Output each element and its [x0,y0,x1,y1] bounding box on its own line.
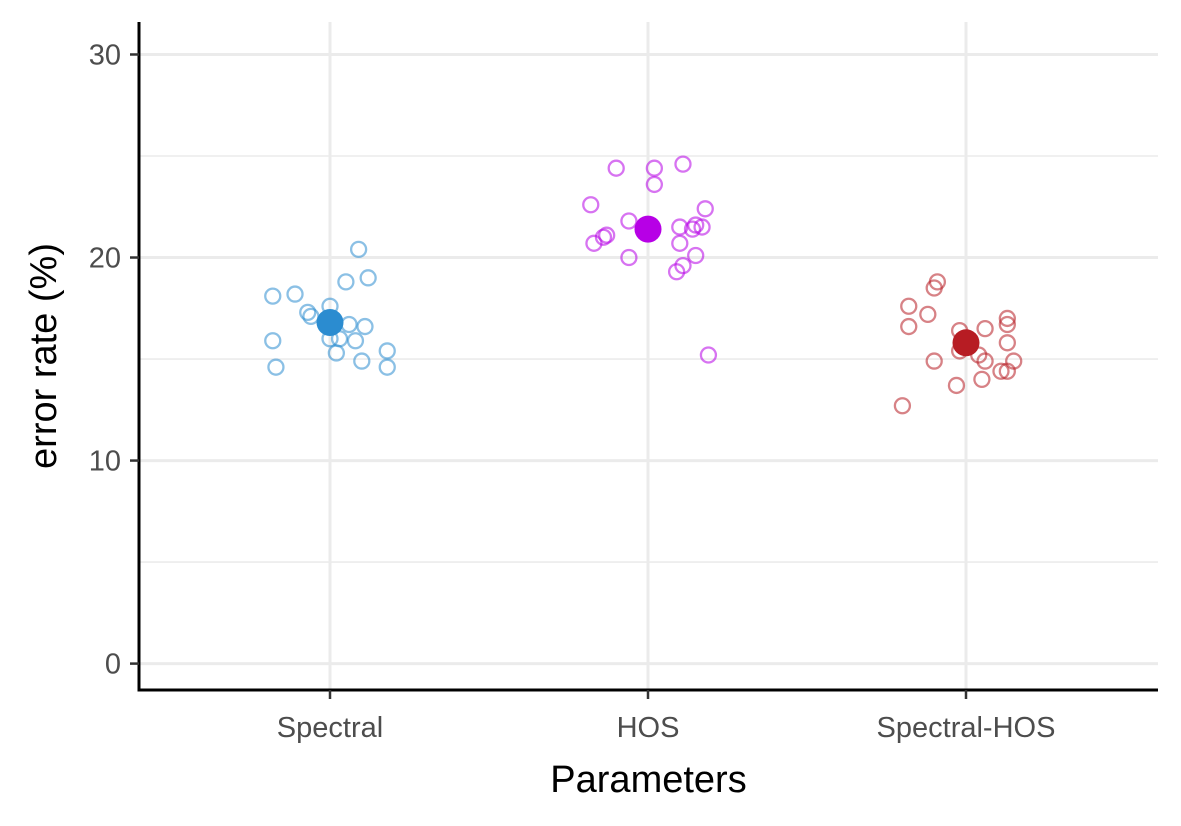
data-point [267,358,285,376]
y-tick-label: 30 [89,39,121,71]
x-ticks: Spectral HOS Spectral-HOS [277,690,1056,744]
grid [139,22,1158,690]
data-point [264,332,282,350]
data-point [696,200,714,218]
data-point [925,279,943,297]
data-point [919,305,937,324]
data-point [299,303,317,321]
data-point [353,352,371,370]
data-point [378,342,396,360]
data-point [998,362,1016,380]
data-point [645,175,664,194]
data-point [302,307,320,326]
data-point [356,317,374,336]
data-point [582,196,600,214]
data-point [620,212,638,230]
data-point [327,344,346,362]
data-point [900,297,918,315]
data-point [998,315,1016,334]
x-tick-label: Spectral [277,712,383,744]
data-point [264,287,282,305]
data-point [998,309,1016,328]
mean-point [952,329,980,357]
data-point [674,155,692,173]
data-point [585,234,603,252]
data-point [699,346,718,364]
data-point [925,352,943,370]
x-axis-title: Parameters [550,759,746,801]
data-point [620,248,638,267]
data-point [598,226,616,244]
data-point [947,376,966,395]
data-point [286,285,304,303]
y-tick-label: 20 [89,243,121,275]
data-point [900,317,918,336]
y-ticks: 0 10 20 30 [89,39,139,681]
data-point [671,234,689,252]
data-point [683,220,702,238]
jitter-points [264,155,1023,415]
data-point [998,334,1016,352]
data-point [349,240,368,259]
y-axis-title: error rate (%) [23,243,65,469]
x-tick-label: HOS [617,712,680,744]
data-point [359,269,377,287]
y-tick-label: 0 [105,649,121,681]
data-point [645,159,664,177]
data-point [893,397,912,415]
mean-point [316,308,344,336]
data-point [667,263,686,281]
data-point [340,315,358,334]
data-point [976,319,994,338]
data-point [976,352,994,370]
data-point [693,218,711,236]
mean-point [634,215,662,243]
data-point [346,332,365,350]
mean-points [316,215,980,357]
data-point [337,273,355,291]
x-tick-label: Spectral-HOS [877,712,1056,744]
data-point [687,246,705,265]
data-point [992,362,1010,380]
data-point [607,159,625,177]
y-tick-label: 10 [89,446,121,478]
data-point [378,358,396,376]
data-point [973,370,991,388]
